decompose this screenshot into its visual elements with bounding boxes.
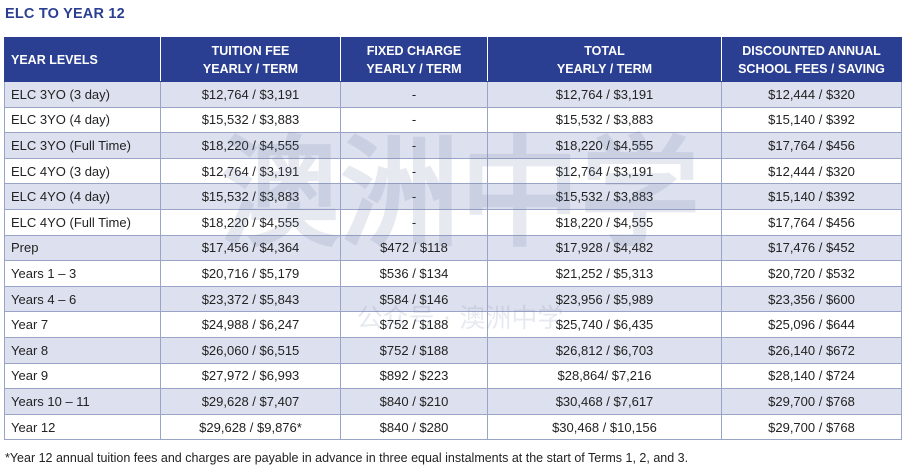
total-cell: $21,252 / $5,313 xyxy=(487,260,722,287)
total-cell: $26,812 / $6,703 xyxy=(487,336,722,364)
total-cell: $18,220 / $4,555 xyxy=(487,132,722,159)
table-row: Year 12 $29,628 / $9,876* $840 / $280 $30,4… xyxy=(4,413,902,441)
header-fixed-charge: FIXED CHARGE YEARLY / TERM xyxy=(340,37,488,82)
discounted-fee-cell: $12,444 / $320 xyxy=(721,157,902,185)
tuition-fee-cell: $18,220 / $4,555 xyxy=(160,208,341,236)
fixed-charge-cell: $840 / $210 xyxy=(340,388,488,415)
fixed-charge-cell: - xyxy=(340,81,488,108)
table-row: ELC 3YO (3 day) $12,764 / $3,191- $12,764 … xyxy=(4,81,902,108)
tuition-fee-cell: $18,220 / $4,555 xyxy=(160,132,341,159)
fixed-charge-cell: $472 / $118 xyxy=(340,234,488,262)
table-row: Year 8 $26,060 / $6,515 $752 / $188 $26,812… xyxy=(4,336,902,364)
tuition-fee-cell: $12,764 / $3,191 xyxy=(160,81,341,108)
fixed-charge-cell: - xyxy=(340,208,488,236)
total-cell: $15,532 / $3,883 xyxy=(487,106,722,134)
fixed-charge-cell: $752 / $188 xyxy=(340,311,488,338)
tuition-fee-cell: $17,456 / $4,364 xyxy=(160,234,341,262)
table-row: ELC 3YO (Full Time) $18,220 / $4,555- $18,… xyxy=(4,132,902,159)
table-row: Years 1 – 3 $20,716 / $5,179 $536 / $134 $2… xyxy=(4,260,902,287)
header-total: TOTAL YEARLY / TERM xyxy=(487,37,722,82)
table-row: ELC 4YO (Full Time) $18,220 / $4,555- $18,… xyxy=(4,208,902,236)
discounted-fee-cell: $20,720 / $532 xyxy=(721,260,902,287)
discounted-fee-cell: $12,444 / $320 xyxy=(721,81,902,108)
year-level-cell: Years 10 – 11 xyxy=(4,388,161,415)
year-level-cell: Year 12 xyxy=(4,413,161,441)
table-header-row: YEAR LEVELS TUITION FEE YEARLY / TERM FIX… xyxy=(4,37,902,82)
discounted-fee-cell: $29,700 / $768 xyxy=(721,388,902,415)
fixed-charge-cell: $536 / $134 xyxy=(340,260,488,287)
table-row: Years 10 – 11 $29,628 / $7,407 $840 / $210… xyxy=(4,388,902,415)
table-row: Year 7 $24,988 / $6,247 $752 / $188 $25,740… xyxy=(4,311,902,338)
year-level-cell: ELC 4YO (4 day) xyxy=(4,183,161,210)
fixed-charge-cell: - xyxy=(340,157,488,185)
year-level-cell: Prep xyxy=(4,234,161,262)
tuition-fee-cell: $29,628 / $7,407 xyxy=(160,388,341,415)
tuition-fee-cell: $24,988 / $6,247 xyxy=(160,311,341,338)
year-level-cell: Years 4 – 6 xyxy=(4,285,161,313)
year-level-cell: Year 8 xyxy=(4,336,161,364)
discounted-fee-cell: $23,356 / $600 xyxy=(721,285,902,313)
fixed-charge-cell: - xyxy=(340,132,488,159)
year-level-cell: ELC 3YO (3 day) xyxy=(4,81,161,108)
table-row: ELC 3YO (4 day) $15,532 / $3,883- $15,532 … xyxy=(4,106,902,134)
header-discounted: DISCOUNTED ANNUAL SCHOOL FEES / SAVING xyxy=(721,37,902,82)
fixed-charge-cell: - xyxy=(340,183,488,210)
fixed-charge-cell: $892 / $223 xyxy=(340,362,488,390)
year-level-cell: ELC 3YO (4 day) xyxy=(4,106,161,134)
total-cell: $12,764 / $3,191 xyxy=(487,81,722,108)
year-level-cell: ELC 4YO (3 day) xyxy=(4,157,161,185)
year-level-cell: Year 9 xyxy=(4,362,161,390)
tuition-fee-cell: $20,716 / $5,179 xyxy=(160,260,341,287)
year-level-cell: ELC 4YO (Full Time) xyxy=(4,208,161,236)
total-cell: $25,740 / $6,435 xyxy=(487,311,722,338)
year-level-cell: Years 1 – 3 xyxy=(4,260,161,287)
tuition-fee-cell: $15,532 / $3,883 xyxy=(160,183,341,210)
tuition-fee-cell: $29,628 / $9,876* xyxy=(160,413,341,441)
tuition-fee-cell: $26,060 / $6,515 xyxy=(160,336,341,364)
table-row: Year 9 $27,972 / $6,993 $892 / $223 $28,864… xyxy=(4,362,902,390)
total-cell: $12,764 / $3,191 xyxy=(487,157,722,185)
total-cell: $23,956 / $5,989 xyxy=(487,285,722,313)
discounted-fee-cell: $28,140 / $724 xyxy=(721,362,902,390)
fixed-charge-cell: $752 / $188 xyxy=(340,336,488,364)
discounted-fee-cell: $29,700 / $768 xyxy=(721,413,902,441)
fixed-charge-cell: $840 / $280 xyxy=(340,413,488,441)
page-title: ELC TO YEAR 12 xyxy=(5,6,125,22)
discounted-fee-cell: $17,764 / $456 xyxy=(721,132,902,159)
header-year-levels: YEAR LEVELS xyxy=(4,37,161,82)
total-cell: $28,864/ $7,216 xyxy=(487,362,722,390)
table-row: ELC 4YO (4 day) $15,532 / $3,883- $15,532 … xyxy=(4,183,902,210)
table-row: ELC 4YO (3 day) $12,764 / $3,191- $12,764 … xyxy=(4,157,902,185)
discounted-fee-cell: $25,096 / $644 xyxy=(721,311,902,338)
discounted-fee-cell: $26,140 / $672 xyxy=(721,336,902,364)
total-cell: $17,928 / $4,482 xyxy=(487,234,722,262)
tuition-fee-cell: $23,372 / $5,843 xyxy=(160,285,341,313)
discounted-fee-cell: $15,140 / $392 xyxy=(721,183,902,210)
discounted-fee-cell: $17,476 / $452 xyxy=(721,234,902,262)
footnote: *Year 12 annual tuition fees and charges… xyxy=(5,451,689,465)
total-cell: $30,468 / $7,617 xyxy=(487,388,722,415)
fees-table: YEAR LEVELS TUITION FEE YEARLY / TERM FIX… xyxy=(4,37,902,441)
tuition-fee-cell: $12,764 / $3,191 xyxy=(160,157,341,185)
year-level-cell: Year 7 xyxy=(4,311,161,338)
fixed-charge-cell: $584 / $146 xyxy=(340,285,488,313)
discounted-fee-cell: $17,764 / $456 xyxy=(721,208,902,236)
tuition-fee-cell: $27,972 / $6,993 xyxy=(160,362,341,390)
year-level-cell: ELC 3YO (Full Time) xyxy=(4,132,161,159)
total-cell: $18,220 / $4,555 xyxy=(487,208,722,236)
fixed-charge-cell: - xyxy=(340,106,488,134)
total-cell: $15,532 / $3,883 xyxy=(487,183,722,210)
table-row: Years 4 – 6 $23,372 / $5,843 $584 / $146 $2… xyxy=(4,285,902,313)
tuition-fee-cell: $15,532 / $3,883 xyxy=(160,106,341,134)
total-cell: $30,468 / $10,156 xyxy=(487,413,722,441)
header-tuition-fee: TUITION FEE YEARLY / TERM xyxy=(160,37,341,82)
table-row: Prep $17,456 / $4,364 $472 / $118 $17,928 /… xyxy=(4,234,902,262)
discounted-fee-cell: $15,140 / $392 xyxy=(721,106,902,134)
